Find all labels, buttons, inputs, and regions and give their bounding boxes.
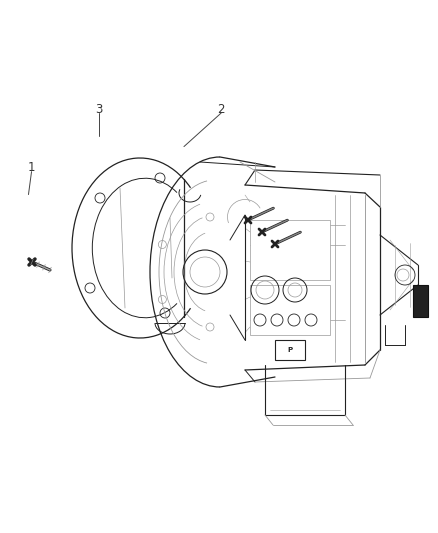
Bar xyxy=(250,220,330,280)
Text: 2: 2 xyxy=(217,103,225,116)
Text: 3: 3 xyxy=(95,103,102,116)
Text: 1: 1 xyxy=(28,161,35,174)
Text: P: P xyxy=(287,347,293,353)
Bar xyxy=(250,285,330,335)
Bar xyxy=(413,285,428,317)
Bar xyxy=(275,340,305,360)
